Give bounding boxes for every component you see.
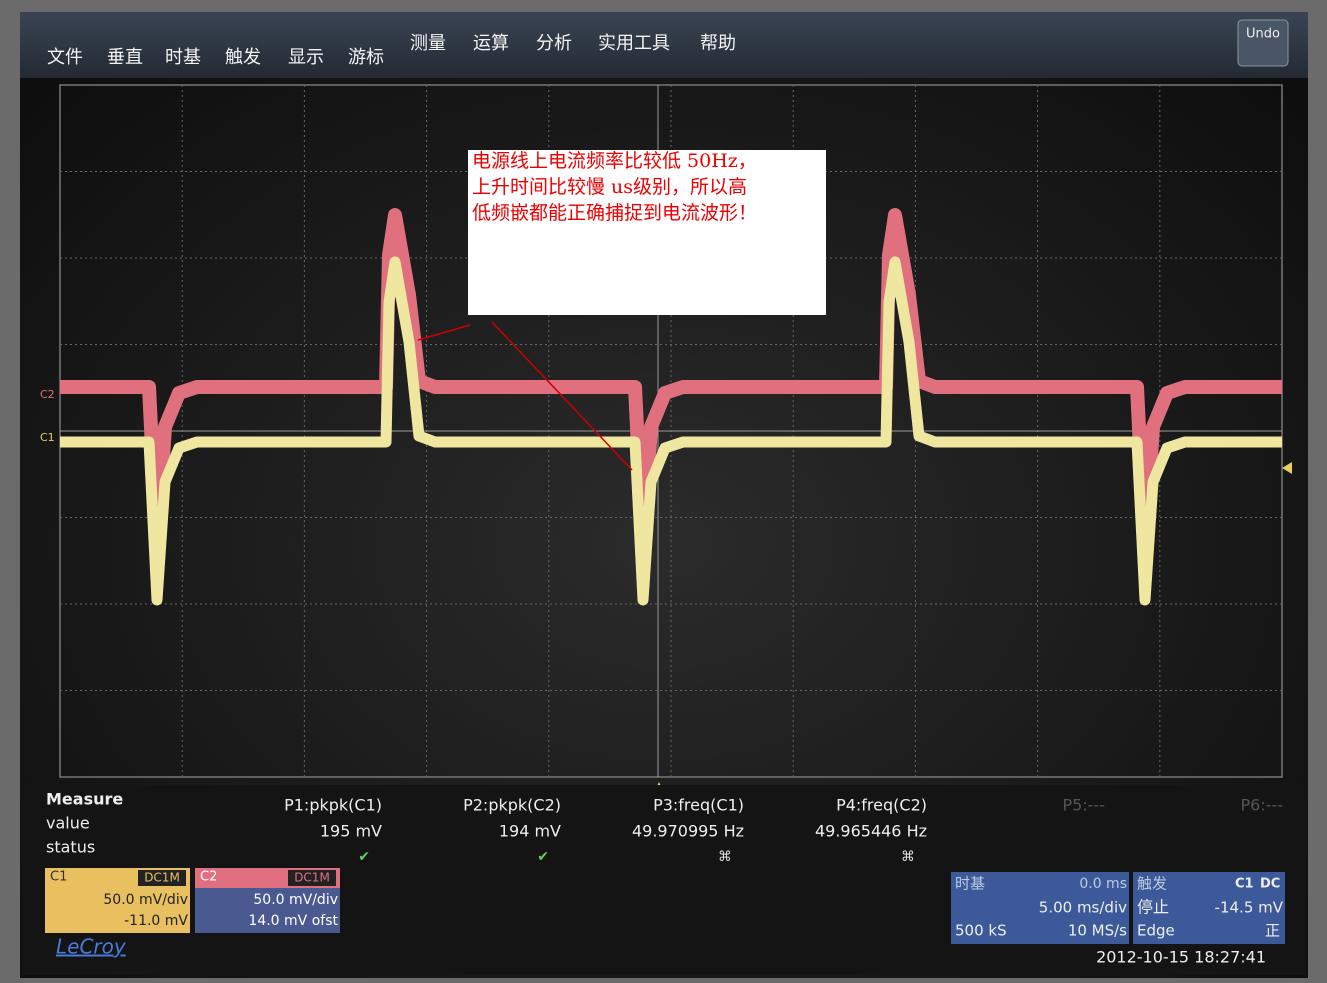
param-name: P1:pkpk(C1) xyxy=(284,796,382,815)
menu-item[interactable]: 测量 xyxy=(410,33,446,54)
annotation-arrow xyxy=(491,321,633,471)
param-name: P2:pkpk(C2) xyxy=(463,796,561,815)
trigger-level-marker xyxy=(1282,462,1292,474)
trigger-source: C1 xyxy=(1235,877,1254,892)
annotation-text: 电源线上电流频率比较低 50Hz， xyxy=(472,150,757,172)
trigger-coupling: DC xyxy=(1260,877,1280,892)
channel-name: C1 xyxy=(50,870,67,885)
status-icon: ✔ xyxy=(537,849,549,865)
menu-item[interactable]: 游标 xyxy=(348,47,384,68)
annotation-box xyxy=(468,150,826,315)
trigger-level: -14.5 mV xyxy=(1215,899,1284,917)
menu-item[interactable]: 实用工具 xyxy=(598,33,670,54)
param-value: 49.970995 Hz xyxy=(632,822,744,841)
status-icon: ✔ xyxy=(358,849,370,865)
timebase-rate: 10 MS/s xyxy=(1068,922,1127,940)
menu-item[interactable]: 时基 xyxy=(165,47,201,68)
c1-trace xyxy=(60,256,1282,606)
timebase-scale: 5.00 ms/div xyxy=(1039,899,1127,917)
status-icon: ⌘ xyxy=(901,849,915,865)
menu-item[interactable]: 运算 xyxy=(473,33,509,54)
timebase-descriptor[interactable] xyxy=(951,872,1129,944)
timebase-delay: 0.0 ms xyxy=(1079,876,1127,892)
annotation-arrow xyxy=(417,324,471,341)
row-label: value xyxy=(46,814,90,833)
channel-marker: C1 xyxy=(40,431,55,444)
brand-logo: LeCroy xyxy=(56,935,127,959)
timestamp: 2012-10-15 18:27:41 xyxy=(1096,948,1266,967)
annotation-text: 上升时间比较慢 us级别，所以高 xyxy=(472,176,747,198)
annotation-text: 低频嵌都能正确捕捉到电流波形！ xyxy=(472,202,757,224)
channel-name: C2 xyxy=(200,870,217,885)
channel-marker: C2 xyxy=(40,388,55,401)
trigger-type: Edge xyxy=(1137,922,1175,940)
channel-scale: 50.0 mV/div xyxy=(103,892,188,908)
param-name: P3:freq(C1) xyxy=(653,796,744,815)
traces xyxy=(60,208,1282,606)
timebase-samples: 500 kS xyxy=(955,922,1007,940)
menu-item[interactable]: 文件 xyxy=(47,47,83,68)
undo-label: Undo xyxy=(1246,27,1280,42)
coupling-badge xyxy=(138,870,186,886)
param-value: 49.965446 Hz xyxy=(815,822,927,841)
measure-title: Measure xyxy=(46,790,123,809)
channel-coupling: DC1M xyxy=(144,871,180,885)
param-value: 194 mV xyxy=(499,822,561,841)
menu-item[interactable]: 帮助 xyxy=(700,33,736,54)
channel-offset: -11.0 mV xyxy=(124,913,188,929)
trigger-state: 停止 xyxy=(1137,898,1169,917)
menu-item[interactable]: 垂直 xyxy=(107,47,143,68)
coupling-badge xyxy=(288,870,336,886)
row-label: status xyxy=(46,838,95,857)
trigger-label: 触发 xyxy=(1137,875,1167,893)
undo-button[interactable] xyxy=(1237,19,1289,67)
param-value: 195 mV xyxy=(320,822,382,841)
channel-offset: 14.0 mV ofst xyxy=(248,913,338,929)
menu-item[interactable]: 显示 xyxy=(288,47,324,68)
param-name: P5:--- xyxy=(1062,796,1105,815)
channel-coupling: DC1M xyxy=(294,871,330,885)
trigger-slope: 正 xyxy=(1265,922,1280,940)
timebase-label: 时基 xyxy=(955,875,985,893)
param-name: P6:--- xyxy=(1240,796,1283,815)
menu-bar xyxy=(20,12,1308,78)
menu-item[interactable]: 触发 xyxy=(225,47,261,68)
param-name: P4:freq(C2) xyxy=(836,796,927,815)
trigger-descriptor[interactable] xyxy=(1133,872,1285,944)
channel-scale: 50.0 mV/div xyxy=(253,892,338,908)
status-icon: ⌘ xyxy=(718,849,732,865)
menu-item[interactable]: 分析 xyxy=(536,33,572,54)
